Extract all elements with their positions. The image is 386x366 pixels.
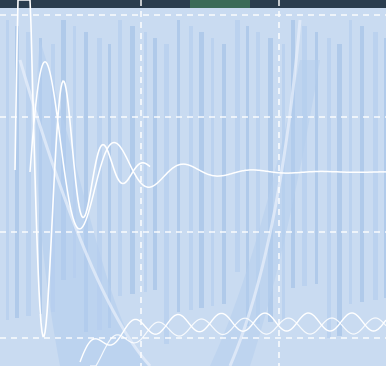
- shaded-lobe: [36, 40, 150, 366]
- faint-curve-right: [228, 19, 302, 366]
- faint-curve-left: [18, 59, 152, 366]
- top-strip-highlight: [190, 0, 250, 8]
- vertical-band: [189, 26, 193, 310]
- vertical-band: [246, 26, 249, 326]
- vertical-band: [302, 26, 307, 286]
- vertical-band: [153, 38, 157, 290]
- vertical-band: [144, 32, 147, 292]
- vertical-band: [222, 44, 226, 304]
- vertical-band: [108, 44, 111, 328]
- vertical-band: [337, 44, 342, 336]
- vertical-band: [130, 26, 135, 294]
- vertical-band: [6, 20, 9, 320]
- vertical-band: [349, 20, 352, 304]
- rising-oscillation-trace-secondary: [90, 317, 386, 366]
- vertical-band: [256, 32, 260, 324]
- vertical-band: [211, 38, 214, 306]
- vertical-band: [84, 32, 88, 332]
- vertical-band: [373, 32, 378, 300]
- vertical-band: [73, 26, 76, 278]
- vertical-band: [360, 26, 364, 302]
- vertical-band: [199, 32, 204, 308]
- vertical-band: [327, 38, 331, 338]
- vertical-band: [384, 38, 386, 298]
- vertical-band: [26, 32, 31, 316]
- vertical-band: [315, 32, 318, 284]
- vertical-band: [164, 44, 169, 344]
- vertical-band: [97, 38, 102, 330]
- vertical-band: [118, 20, 122, 296]
- shaded-lobe-right: [210, 60, 320, 366]
- damped-oscillation-trace: [29, 60, 386, 230]
- vertical-band: [235, 20, 240, 272]
- vertical-band: [15, 26, 19, 318]
- spike-trace: [14, 0, 151, 338]
- vertical-band: [177, 20, 180, 312]
- rising-oscillation-trace: [79, 312, 386, 363]
- vertical-band: [268, 38, 273, 322]
